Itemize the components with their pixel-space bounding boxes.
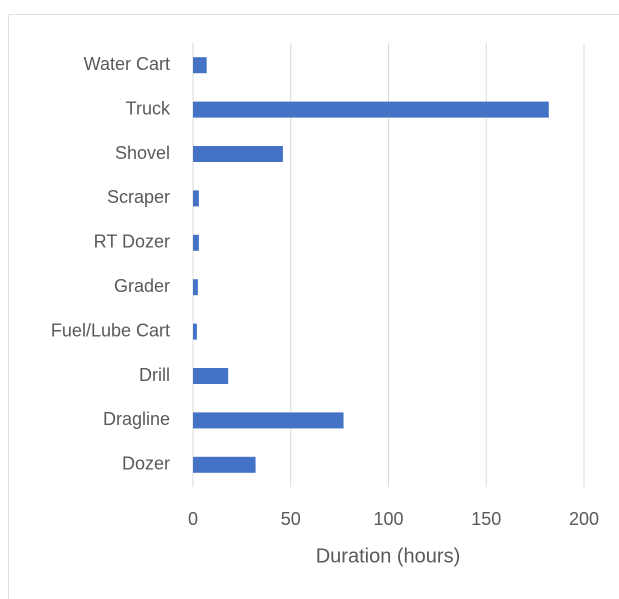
y-tick-label: Fuel/Lube Cart bbox=[51, 320, 170, 340]
x-tick-label: 0 bbox=[188, 509, 198, 529]
y-tick-label: Grader bbox=[114, 276, 170, 296]
chart-frame bbox=[8, 14, 619, 599]
bar bbox=[193, 101, 549, 118]
x-tick-label: 150 bbox=[471, 509, 501, 529]
y-tick-label: Water Cart bbox=[84, 54, 170, 74]
x-axis-title: Duration (hours) bbox=[316, 545, 461, 567]
bar bbox=[193, 146, 283, 162]
y-tick-label: RT Dozer bbox=[94, 232, 170, 252]
bar bbox=[193, 279, 198, 296]
bar bbox=[193, 456, 256, 473]
x-tick-label: 50 bbox=[281, 509, 301, 529]
y-tick-label: Truck bbox=[126, 98, 171, 118]
y-tick-label: Scraper bbox=[107, 187, 170, 207]
bar bbox=[193, 234, 199, 251]
y-tick-label: Shovel bbox=[115, 143, 170, 163]
y-tick-label: Drill bbox=[139, 365, 170, 385]
x-tick-label: 200 bbox=[569, 509, 599, 529]
bar bbox=[193, 57, 207, 74]
x-tick-label: 100 bbox=[373, 509, 403, 529]
bar bbox=[193, 412, 344, 429]
y-tick-label: Dozer bbox=[122, 454, 170, 474]
bar bbox=[193, 323, 197, 340]
y-tick-label: Dragline bbox=[103, 409, 170, 429]
bar bbox=[193, 190, 199, 207]
bar bbox=[193, 368, 229, 384]
